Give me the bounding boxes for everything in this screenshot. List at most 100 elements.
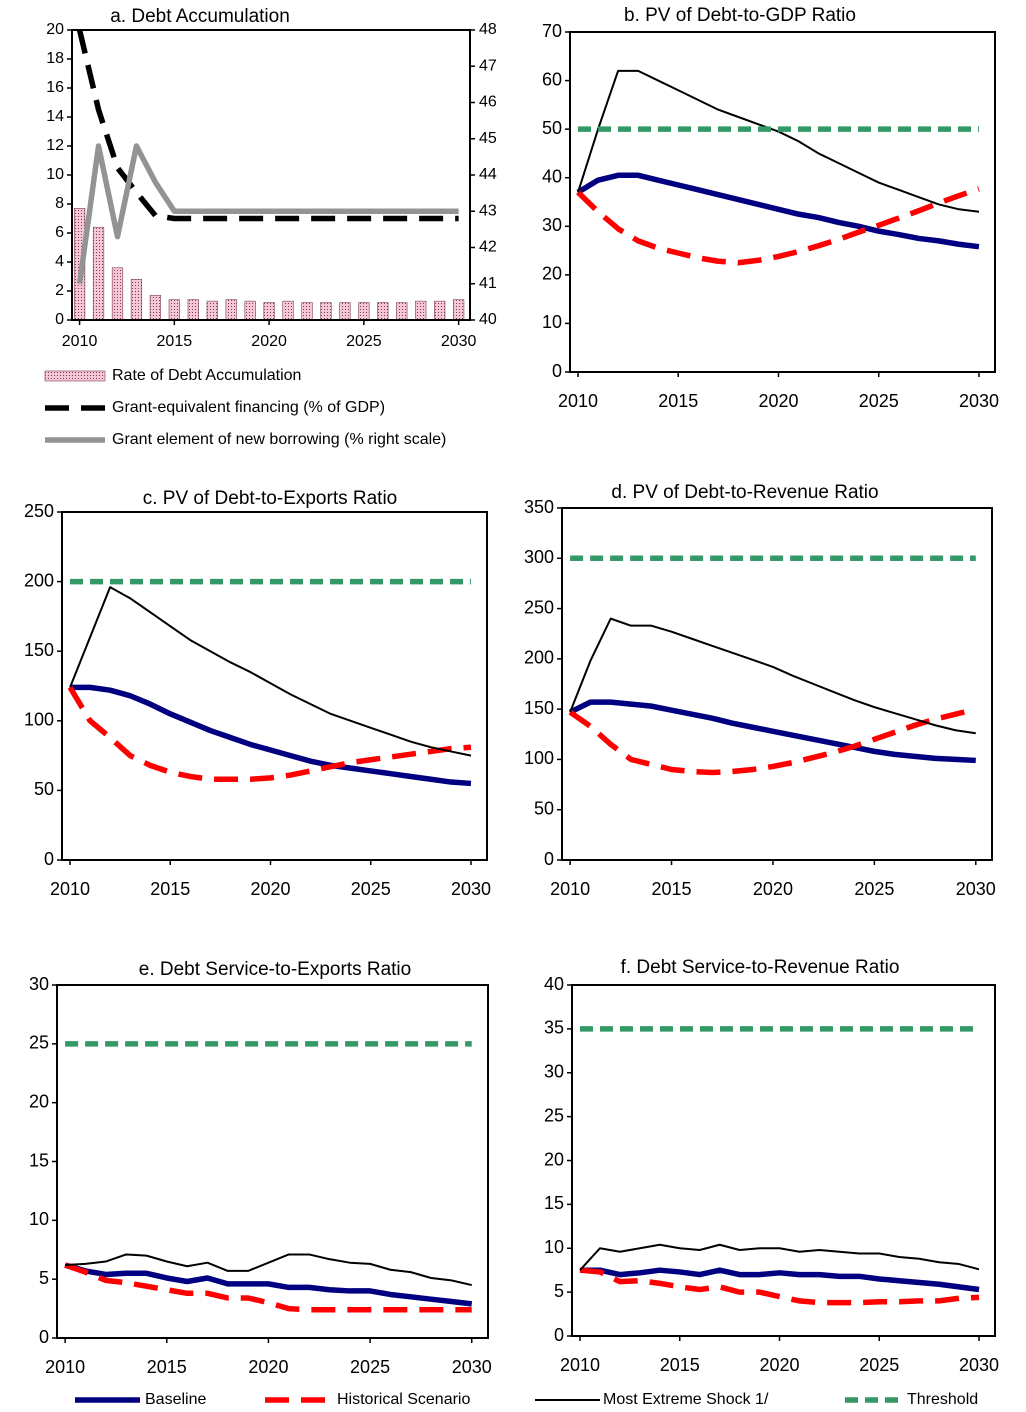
y-tick-label: 20: [46, 21, 64, 38]
legend-label: Historical Scenario: [337, 1391, 470, 1408]
y-tick-label: 15: [544, 1193, 564, 1213]
y2-tick-label: 44: [479, 166, 497, 183]
y2-tick-label: 40: [479, 311, 497, 328]
bar: [111, 267, 124, 321]
series-line: [64, 1262, 472, 1313]
y-tick-label: 35: [544, 1018, 564, 1038]
y-tick-label: 100: [524, 748, 554, 768]
y-tick-label: 2: [55, 282, 64, 299]
y-tick-label: 25: [544, 1105, 564, 1125]
y-tick-label: 15: [29, 1150, 49, 1170]
x-tick-label: 2010: [560, 1355, 600, 1375]
legend-label: Grant element of new borrowing (% right …: [112, 431, 446, 448]
y-tick-label: 50: [34, 779, 54, 799]
x-tick-label: 2025: [859, 391, 899, 411]
y-tick-label: 5: [39, 1268, 49, 1288]
chart-title: d. PV of Debt-to-Revenue Ratio: [611, 482, 878, 503]
series-line: [579, 1267, 980, 1293]
y-tick-label: 20: [29, 1091, 49, 1111]
y-tick-label: 30: [542, 215, 562, 235]
x-tick-label: 2020: [251, 333, 287, 350]
x-tick-label: 2020: [250, 879, 290, 899]
y-tick-label: 200: [24, 570, 54, 590]
bar: [339, 302, 351, 321]
y-tick-label: 100: [24, 710, 54, 730]
y-tick-label: 250: [24, 501, 54, 521]
y-tick-label: 0: [44, 849, 54, 869]
x-tick-label: 2015: [660, 1355, 700, 1375]
y-tick-label: 12: [46, 137, 64, 154]
plot-frame: [569, 31, 996, 373]
x-tick-label: 2010: [50, 879, 90, 899]
series-line: [67, 685, 472, 783]
bar: [92, 226, 105, 321]
y-tick-label: 60: [542, 69, 562, 89]
y2-tick-label: 47: [479, 57, 497, 74]
y-tick-label: 200: [524, 648, 554, 668]
y-tick-label: 150: [524, 698, 554, 718]
chart-title: e. Debt Service-to-Exports Ratio: [139, 959, 411, 980]
bar: [244, 300, 256, 321]
series-line: [576, 172, 980, 250]
x-tick-label: 2030: [441, 333, 477, 350]
chart-title: b. PV of Debt-to-GDP Ratio: [624, 5, 856, 26]
x-tick-label: 2030: [956, 879, 996, 899]
plot-frame: [571, 984, 996, 1337]
x-tick-label: 2010: [550, 879, 590, 899]
legend-swatch: [44, 370, 106, 382]
legend-label: Rate of Debt Accumulation: [112, 367, 301, 384]
bar: [187, 299, 199, 321]
bar: [434, 300, 446, 321]
y-tick-label: 40: [544, 974, 564, 994]
x-tick-label: 2010: [45, 1357, 85, 1377]
series-line: [65, 1253, 472, 1287]
x-tick-label: 2020: [759, 1355, 799, 1375]
series-line: [70, 684, 472, 787]
y-tick-label: 30: [544, 1062, 564, 1082]
y-tick-label: 6: [55, 224, 64, 241]
bar: [377, 302, 389, 321]
y-tick-label: 250: [524, 597, 554, 617]
y-tick-label: 0: [39, 1327, 49, 1347]
plot-frame: [561, 507, 993, 861]
bar: [206, 300, 218, 321]
x-tick-label: 2025: [351, 879, 391, 899]
y-tick-label: 14: [46, 108, 64, 125]
bar: [320, 302, 332, 321]
bar: [225, 299, 237, 321]
y-tick-label: 10: [29, 1209, 49, 1229]
series-line: [569, 617, 976, 735]
chart-title: c. PV of Debt-to-Exports Ratio: [143, 488, 398, 509]
plot-frame: [61, 511, 488, 861]
y2-tick-label: 43: [479, 202, 497, 219]
x-tick-label: 2015: [658, 391, 698, 411]
x-tick-label: 2030: [452, 1357, 492, 1377]
y-tick-label: 350: [524, 497, 554, 517]
bar: [149, 295, 161, 321]
y-tick-label: 10: [542, 312, 562, 332]
bar: [453, 299, 465, 321]
legend-label: Baseline: [145, 1391, 206, 1408]
x-tick-label: 2025: [854, 879, 894, 899]
bar: [415, 300, 427, 321]
bar: [130, 279, 143, 321]
legend-label: Most Extreme Shock 1/: [603, 1391, 769, 1408]
plot-frame: [71, 29, 471, 321]
bar: [282, 300, 294, 321]
y-tick-label: 16: [46, 79, 64, 96]
y-tick-label: 300: [524, 547, 554, 567]
series-line: [568, 706, 977, 776]
y-tick-label: 20: [544, 1149, 564, 1169]
x-tick-label: 2015: [652, 879, 692, 899]
bar: [358, 302, 370, 321]
x-tick-label: 2020: [753, 879, 793, 899]
y-tick-label: 20: [542, 264, 562, 284]
y-tick-label: 10: [544, 1237, 564, 1257]
y2-tick-label: 41: [479, 275, 497, 292]
y-tick-label: 8: [55, 195, 64, 212]
y-tick-label: 70: [542, 21, 562, 41]
x-tick-label: 2025: [350, 1357, 390, 1377]
y-tick-label: 30: [29, 974, 49, 994]
legend-label: Grant-equivalent financing (% of GDP): [112, 399, 385, 416]
